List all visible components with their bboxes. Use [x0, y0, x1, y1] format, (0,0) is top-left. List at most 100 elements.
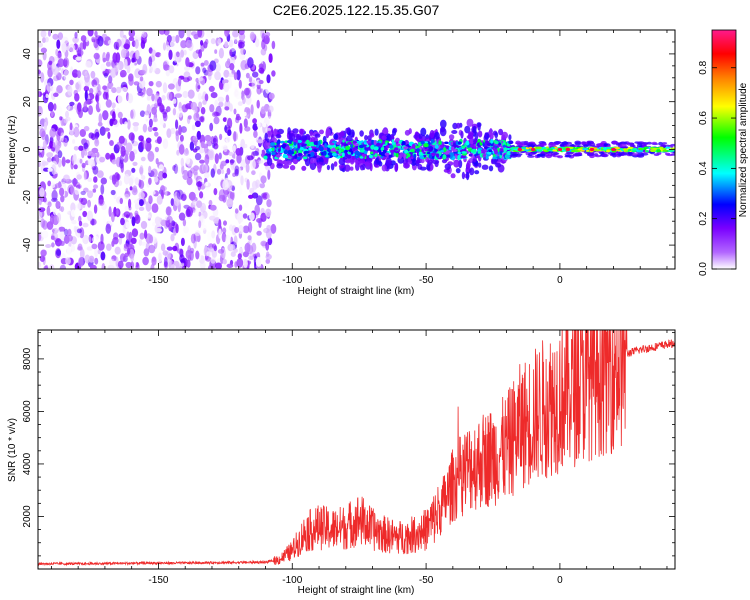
- heatmap-cell: [376, 142, 381, 147]
- heatmap-cell: [138, 199, 144, 207]
- heatmap-cell: [256, 230, 262, 236]
- heatmap-cell: [49, 264, 55, 269]
- heatmap-cell: [260, 48, 267, 56]
- heatmap-cell: [48, 60, 53, 66]
- heatmap-cell: [527, 155, 535, 158]
- heatmap-cell: [59, 230, 65, 241]
- heatmap-cell: [75, 82, 80, 90]
- heatmap-cell: [60, 206, 65, 213]
- heatmap-cell: [242, 96, 246, 105]
- heatmap-cell: [310, 157, 317, 164]
- heatmap-cell: [413, 134, 418, 139]
- heatmap-cell: [498, 148, 505, 153]
- heatmap-cell: [196, 181, 203, 187]
- heatmap-cell: [140, 220, 148, 230]
- heatmap-cell: [333, 161, 338, 167]
- heatmap-cell: [151, 93, 155, 102]
- heatmap-cell: [479, 142, 483, 146]
- heatmap-cell: [151, 168, 158, 178]
- heatmap-cell: [185, 157, 191, 165]
- heatmap-cell: [79, 158, 83, 164]
- heatmap-cell: [192, 135, 198, 141]
- heatmap-cell: [308, 147, 313, 151]
- heatmap-cell: [212, 142, 215, 149]
- heatmap-cell: [296, 147, 300, 151]
- heatmap-cell: [218, 189, 226, 200]
- heatmap-cell: [187, 170, 193, 179]
- heatmap-cell: [172, 245, 178, 252]
- heatmap-cell: [59, 187, 65, 197]
- heatmap-cell: [528, 144, 535, 148]
- heatmap-cell: [461, 171, 465, 180]
- heatmap-cell: [160, 203, 166, 214]
- heatmap-cell: [42, 161, 49, 166]
- colorbar-tick-label: 0.0: [698, 262, 709, 276]
- heatmap-cell: [60, 132, 65, 142]
- heatmap-cell: [210, 38, 216, 45]
- heatmap-cell: [174, 166, 181, 174]
- heatmap-cell: [338, 158, 346, 166]
- heatmap-cell: [67, 85, 73, 96]
- heatmap-cell: [162, 138, 169, 150]
- heatmap-cell: [410, 148, 415, 153]
- heatmap-cell: [261, 39, 266, 50]
- heatmap-cell: [371, 139, 374, 145]
- heatmap-cell: [200, 62, 205, 67]
- heatmap-cell: [198, 49, 203, 59]
- heatmap-cell: [221, 169, 225, 175]
- heatmap-peak: [589, 147, 595, 152]
- heatmap-cell: [154, 131, 159, 137]
- heatmap-cell: [309, 141, 315, 147]
- heatmap-cell: [203, 60, 209, 66]
- heatmap-cell: [107, 81, 114, 90]
- heatmap-cell: [253, 130, 258, 138]
- heatmap-cell: [488, 165, 494, 172]
- heatmap-cell: [498, 128, 504, 136]
- heatmap-cell: [416, 145, 420, 148]
- heatmap-cell: [211, 111, 219, 118]
- heatmap-cell: [465, 171, 470, 181]
- heatmap-cell: [574, 152, 582, 156]
- heatmap-cell: [205, 181, 209, 187]
- heatmap-cell: [455, 168, 461, 174]
- heatmap-cell: [423, 143, 429, 148]
- heatmap-cell: [175, 34, 180, 44]
- heatmap-cell: [251, 192, 259, 199]
- heatmap-cell: [249, 187, 255, 194]
- heatmap-cell: [352, 140, 357, 144]
- heatmap-cell: [120, 38, 124, 49]
- heatmap-cell: [159, 104, 165, 113]
- heatmap-cell: [166, 246, 173, 251]
- heatmap-cell: [107, 39, 114, 45]
- heatmap-cell: [370, 151, 374, 155]
- heatmap-cell: [603, 148, 607, 151]
- heatmap-cell: [249, 31, 255, 41]
- heatmap-cell: [191, 124, 196, 131]
- heatmap-cell: [314, 133, 321, 138]
- heatmap-cell: [176, 248, 184, 254]
- heatmap-cell: [508, 140, 514, 145]
- heatmap-cell: [57, 58, 65, 68]
- heatmap-cell: [224, 41, 229, 48]
- heatmap-cell: [51, 147, 55, 152]
- heatmap-cell: [580, 146, 584, 149]
- heatmap-cell: [54, 228, 61, 238]
- snr-x-label: Height of straight line (km): [298, 585, 415, 596]
- heatmap-cell: [194, 152, 202, 161]
- heatmap-cell: [403, 162, 410, 169]
- heatmap-cell: [151, 106, 158, 115]
- heatmap-cell: [162, 42, 167, 51]
- y-tick-label: 8000: [22, 347, 33, 370]
- heatmap-cell: [77, 243, 83, 251]
- heatmap-cell: [93, 39, 99, 49]
- heatmap-cell: [299, 147, 304, 151]
- heatmap-cell: [230, 251, 236, 257]
- heatmap-cell: [65, 159, 71, 164]
- heatmap-cell: [118, 236, 123, 245]
- heatmap-cell: [293, 133, 299, 138]
- heatmap-cell: [105, 152, 111, 160]
- heatmap-cell: [158, 252, 162, 261]
- heatmap-cell: [342, 139, 345, 143]
- heatmap-cell: [69, 79, 74, 86]
- heatmap-cell: [159, 116, 165, 127]
